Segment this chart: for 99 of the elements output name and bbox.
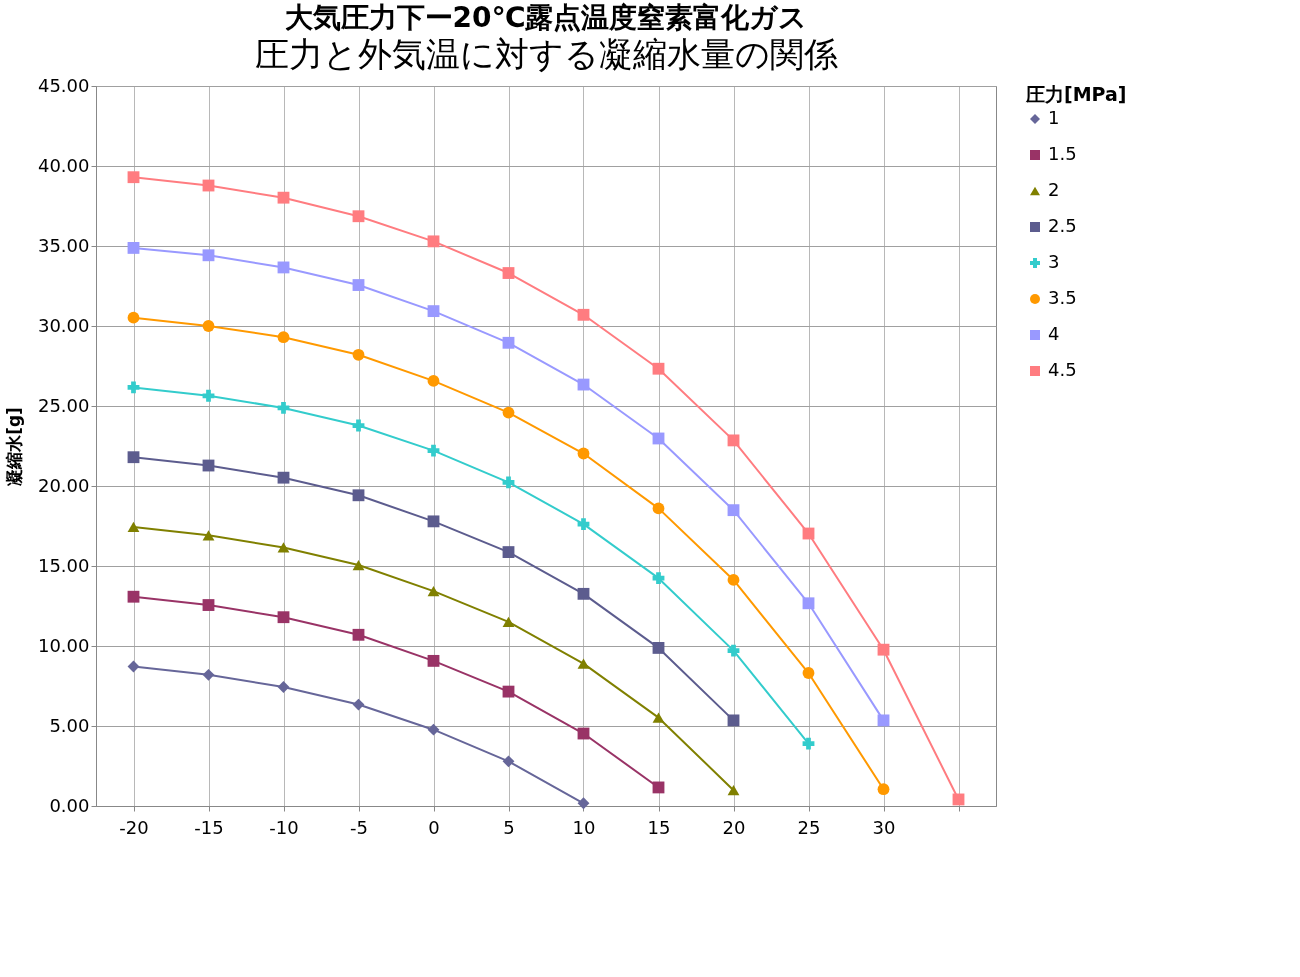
y-tick-label: 30.00 [37, 314, 90, 336]
point [577, 447, 590, 460]
legend-label: 2 [1048, 179, 1060, 200]
x-tick-label: 30 [872, 816, 896, 838]
point [727, 504, 740, 517]
point [577, 518, 590, 530]
point [427, 235, 440, 248]
point [577, 587, 590, 600]
chart-subtitle: 圧力と外気温に対する凝縮水量の関係 [254, 34, 838, 74]
point [727, 714, 740, 727]
x-tick-label: 15 [647, 816, 671, 838]
point [652, 572, 665, 585]
legend-label: 4 [1048, 323, 1060, 344]
point [427, 305, 440, 318]
point [352, 489, 365, 502]
point [127, 311, 140, 324]
y-tick-label: 15.00 [37, 554, 90, 576]
point [277, 681, 290, 693]
y-tick-label: 0.00 [49, 794, 90, 816]
y-tick-label: 40.00 [37, 154, 90, 176]
x-tick-label: 5 [503, 816, 515, 838]
point [127, 171, 140, 184]
point [727, 574, 740, 586]
point [502, 476, 515, 489]
point [277, 331, 290, 344]
point [427, 515, 440, 528]
legend-label: 2.5 [1048, 215, 1077, 236]
point [202, 668, 215, 681]
point [877, 714, 890, 727]
point [202, 389, 215, 402]
point [577, 308, 590, 321]
y-tick-label: 45.00 [37, 74, 90, 96]
point [502, 755, 515, 768]
y-tick-label: 35.00 [37, 234, 90, 256]
point [352, 419, 365, 432]
point [502, 336, 515, 349]
y-tick-label: 10.00 [37, 634, 90, 656]
point [202, 530, 215, 541]
x-tick-label: 0 [428, 816, 440, 838]
legend-label: 1.5 [1048, 143, 1077, 164]
point [502, 546, 515, 558]
point [352, 559, 365, 571]
point [427, 586, 440, 597]
legend-label: 3 [1048, 251, 1060, 272]
point [427, 444, 440, 457]
x-tick-label: -5 [350, 816, 368, 838]
legend-label: 1 [1048, 107, 1060, 128]
legend-label: 3.5 [1048, 287, 1077, 308]
point [127, 242, 140, 254]
point [727, 785, 740, 796]
point [502, 267, 515, 279]
point [502, 685, 515, 698]
y-tick-label: 5.00 [49, 714, 90, 736]
point [277, 402, 290, 414]
point [727, 644, 740, 657]
point [202, 249, 215, 262]
point [652, 712, 665, 723]
point [202, 320, 215, 332]
x-tick-label: 20 [722, 816, 746, 838]
point [352, 628, 365, 641]
point [277, 471, 290, 484]
point [802, 667, 815, 679]
point [502, 406, 515, 419]
point [352, 348, 365, 361]
x-tick-label: 25 [797, 816, 821, 838]
legend-title: 圧力[MPa] [1025, 83, 1127, 105]
legend-label: 4.5 [1048, 359, 1077, 380]
x-tick-label: -20 [119, 816, 149, 838]
point [727, 434, 740, 447]
point [427, 374, 440, 387]
point [802, 597, 815, 610]
point [127, 521, 140, 533]
point [652, 642, 665, 654]
x-tick-label: -15 [194, 816, 224, 838]
point [577, 797, 590, 810]
y-tick-label: 25.00 [37, 394, 90, 416]
point [877, 643, 890, 656]
point [502, 616, 515, 627]
point [127, 590, 140, 603]
point [127, 381, 140, 394]
point [277, 191, 290, 204]
chart-title: 大気圧力下ー20℃露点温度窒素富化ガス [284, 1, 808, 34]
x-tick-label: 10 [572, 816, 596, 838]
x-tick-label: -10 [269, 816, 299, 838]
y-tick-label: 20.00 [37, 474, 90, 496]
point [352, 279, 365, 291]
point [577, 658, 590, 669]
y-axis-title: 凝縮水[g] [3, 407, 24, 486]
point [802, 737, 815, 750]
point [277, 611, 290, 624]
point [202, 599, 215, 611]
point [877, 783, 890, 796]
point [427, 654, 440, 667]
point [277, 542, 290, 553]
point [127, 451, 140, 464]
point [652, 362, 665, 375]
point [352, 210, 365, 223]
point [652, 502, 665, 515]
point [427, 723, 440, 736]
